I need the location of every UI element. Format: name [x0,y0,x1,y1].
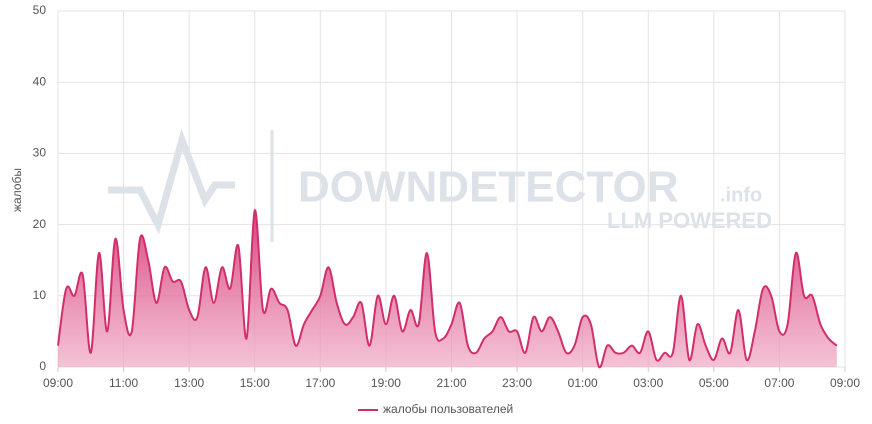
x-tick-label: 09:00 [830,376,860,390]
x-tick-label: 05:00 [699,376,729,390]
watermark-logo [108,128,235,235]
x-tick-label: 21:00 [436,376,466,390]
y-axis-label: жалобы [10,168,24,212]
plot [57,209,838,369]
x-tick-label: 23:00 [502,376,532,390]
watermark-brand: DOWNDETECTOR [298,163,679,212]
x-tick-label: 15:00 [240,376,270,390]
y-tick-label: 10 [33,288,47,302]
line [57,209,838,369]
y-tick-label: 0 [39,359,46,373]
y-tick-label: 30 [33,146,47,160]
x-tick-label: 17:00 [305,376,335,390]
x-tick-label: 07:00 [764,376,794,390]
watermark-tagline: LLM POWERED [607,208,772,233]
y-tick-label: 20 [33,217,47,231]
x-tick-label: 03:00 [633,376,663,390]
x-tick-label: 11:00 [109,376,138,390]
y-tick-label: 50 [33,3,47,17]
watermark-suffix: .info [720,184,762,206]
legend-item: жалобы пользователей [358,402,513,416]
x-tick-label: 01:00 [568,376,598,390]
watermark: DOWNDETECTOR .info LLM POWERED [108,128,772,242]
x-tick-label: 09:00 [43,376,73,390]
x-tick-label: 13:00 [174,376,204,390]
grid [57,10,846,368]
x-tick-label: 19:00 [371,376,401,390]
legend-label: жалобы пользователей [383,402,513,416]
y-tick-label: 40 [33,74,47,88]
